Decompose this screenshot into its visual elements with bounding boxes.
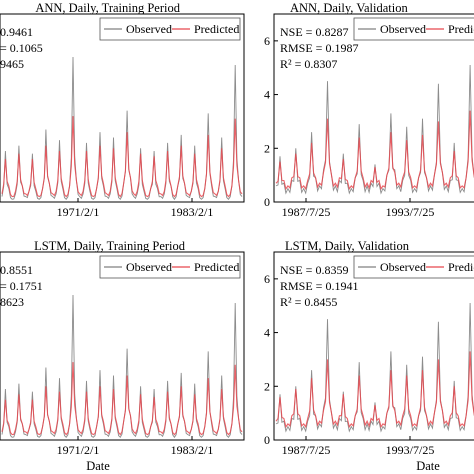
y-tick-label: 4 [264, 88, 270, 102]
metric-text: = 0.1065 [0, 41, 43, 55]
legend: Observed Predicted [99, 255, 241, 279]
y-tick-label: 2 [264, 379, 270, 393]
x-tick-label: 1971/2/1 [57, 443, 100, 457]
plot-frame [0, 251, 245, 441]
plot-frame [0, 13, 245, 203]
legend-box [99, 255, 241, 279]
metric-text: RMSE = 0.1941 [280, 279, 358, 293]
plot-frame [273, 251, 474, 441]
x-tick-label: 1987/7/25 [282, 443, 331, 457]
metric-text: 0.9461 [0, 25, 33, 39]
chart-title: LSTM, Daily, Training Period [34, 239, 186, 253]
metric-text: R² = 0.8455 [280, 295, 337, 309]
x-tick-label: 1983/2/1 [171, 205, 214, 219]
y-tick-label: 6 [264, 34, 270, 48]
series-line-predicted [1, 116, 243, 198]
chart-panel-2: ANN, Daily, Validation 0 2 4 6 1987/7/25 1993/… [264, 1, 474, 219]
x-tick-label: 1971/2/1 [57, 205, 100, 219]
y-tick-label: 0 [264, 433, 270, 447]
plot-frame [273, 13, 474, 203]
legend-label-predicted: Predicted [194, 260, 239, 274]
legend-label-predicted: Predicted [194, 22, 239, 36]
legend: Observed Predicted [353, 255, 474, 279]
series-line-observed [275, 64, 474, 195]
series-line-predicted [1, 362, 243, 436]
legend-label-observed: Observed [380, 260, 426, 274]
legend-label-predicted: Predicted [448, 260, 474, 274]
x-tick-label: 1983/2/1 [171, 443, 214, 457]
chart-panel-1: ANN, Daily, Training Period 1971/2/1 1983/… [0, 1, 245, 219]
y-tick-label: 6 [264, 272, 270, 286]
x-tick-label: 1993/7/25 [386, 205, 435, 219]
chart-panel-3: LSTM, Daily, Training Period 1971/2/1 1983… [0, 239, 245, 473]
legend: Observed Predicted [353, 17, 474, 41]
series-group [1, 56, 243, 201]
chart-title: LSTM, Daily, Validation [285, 239, 410, 253]
series-line-predicted [275, 110, 474, 191]
series-group [1, 294, 243, 439]
x-axis-label: Date [416, 459, 440, 473]
chart-title: ANN, Daily, Validation [290, 1, 408, 15]
legend-box [353, 255, 474, 279]
chart-title: ANN, Daily, Training Period [35, 1, 180, 15]
legend-label-predicted: Predicted [448, 22, 474, 36]
legend-label-observed: Observed [380, 22, 426, 36]
y-tick-label: 2 [264, 141, 270, 155]
series-group [275, 302, 474, 433]
metric-text: R² = 0.8307 [280, 57, 337, 71]
metric-text: NSE = 0.8359 [280, 263, 348, 277]
metric-text: = 0.1751 [0, 279, 43, 293]
chart-panel-4: LSTM, Daily, Validation 0 2 4 6 1987/7/25 1993… [264, 239, 474, 473]
x-tick-label: 1987/7/25 [282, 205, 331, 219]
series-group [275, 64, 474, 195]
legend-label-observed: Observed [126, 260, 172, 274]
y-tick-label: 0 [264, 195, 270, 209]
metric-text: RMSE = 0.1987 [280, 41, 358, 55]
legend-box [353, 17, 474, 41]
y-tick-label: 4 [264, 326, 270, 340]
metric-text: 9465 [0, 57, 24, 71]
metric-text: NSE = 0.8287 [280, 25, 348, 39]
legend-label-observed: Observed [126, 22, 172, 36]
metric-text: 8623 [0, 295, 24, 309]
x-axis-label: Date [86, 459, 110, 473]
legend-box [99, 17, 241, 41]
series-line-observed [275, 302, 474, 433]
legend: Observed Predicted [99, 17, 241, 41]
series-line-predicted [275, 351, 474, 429]
metric-text: 0.8551 [0, 263, 33, 277]
x-tick-label: 1993/7/25 [386, 443, 435, 457]
